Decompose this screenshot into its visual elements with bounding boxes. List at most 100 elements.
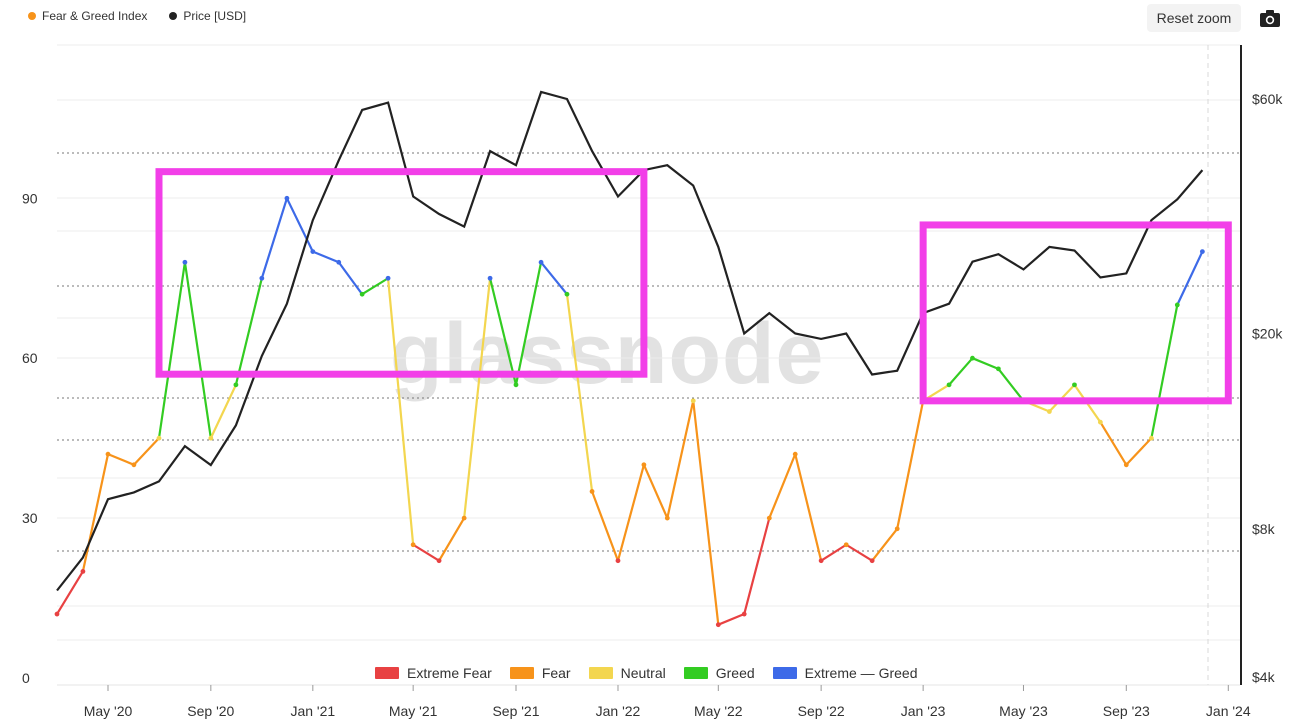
fear-greed-point — [766, 515, 772, 521]
fear-greed-point — [792, 451, 798, 457]
fear-greed-point — [664, 515, 670, 521]
right-tick-label: $60k — [1252, 91, 1283, 107]
right-tick-label: $8k — [1252, 521, 1276, 537]
fear-greed-point — [1199, 249, 1205, 255]
fear-greed-point — [1072, 382, 1077, 388]
band-legend-greed[interactable]: Greed — [683, 665, 755, 681]
fear-greed-segment — [565, 293, 594, 493]
fear-greed-point — [131, 462, 137, 468]
right-tick-label: $4k — [1252, 669, 1276, 685]
legend-item-fear-greed[interactable]: Fear & Greed Index — [28, 9, 147, 23]
x-tick-label: Jan '24 — [1206, 703, 1251, 719]
fear-greed-segment — [692, 399, 720, 626]
legend-dot-fear-greed — [28, 12, 36, 20]
fear-greed-point — [156, 435, 162, 441]
highlight-box — [155, 168, 648, 378]
fear-greed-segment — [260, 197, 289, 280]
reset-zoom-button[interactable]: Reset zoom — [1147, 4, 1241, 32]
fear-greed-segment — [1150, 303, 1179, 440]
fear-greed-point — [995, 366, 1001, 372]
fear-greed-segment — [590, 490, 620, 562]
highlight-annotations — [155, 168, 1232, 405]
fear-greed-segment — [488, 277, 518, 386]
fear-greed-segment — [743, 516, 771, 616]
fear-greed-segment — [997, 367, 1025, 402]
swatch-extreme-fear — [375, 667, 399, 679]
gridlines — [57, 44, 1240, 685]
fear-greed-segment — [642, 463, 669, 520]
swatch-fear — [509, 667, 534, 679]
fear-greed-segment — [81, 453, 110, 573]
fear-greed-segment — [285, 197, 314, 253]
fear-greed-point — [487, 275, 493, 281]
fear-greed-segment — [311, 250, 340, 264]
fear-greed-point — [1123, 462, 1129, 468]
x-tick-label: Sep '22 — [798, 703, 845, 719]
x-tick-label: Sep '23 — [1103, 703, 1150, 719]
fear-greed-point — [284, 195, 290, 201]
x-tick-label: May '22 — [694, 703, 743, 719]
price-series-line — [56, 90, 1204, 592]
x-tick-label: Jan '22 — [596, 703, 641, 719]
left-axis-ticks: 0 30 60 90 — [22, 190, 38, 686]
fear-greed-segment — [514, 261, 543, 386]
band-label-extreme-fear: Extreme Fear — [407, 665, 492, 681]
band-legend-extreme-greed[interactable]: Extreme — Greed — [772, 665, 918, 681]
fear-greed-point — [461, 515, 467, 521]
fear-greed-point — [818, 558, 824, 564]
fear-greed-segment — [183, 261, 212, 440]
fear-greed-point — [259, 275, 265, 281]
x-tick-label: May '20 — [84, 703, 133, 719]
fear-greed-point — [336, 259, 342, 265]
left-tick-label: 90 — [22, 190, 38, 206]
fear-greed-segment — [666, 399, 695, 520]
right-axis-ticks: $4k $8k $20k $60k — [1252, 91, 1283, 685]
fear-greed-point — [538, 259, 544, 265]
fear-greed-point — [233, 382, 239, 388]
right-tick-label: $20k — [1252, 325, 1283, 341]
fear-greed-point — [615, 558, 621, 564]
fear-greed-point — [513, 382, 519, 388]
fear-greed-point — [589, 489, 595, 494]
fear-greed-segment — [717, 612, 746, 626]
fear-greed-segment — [337, 261, 364, 296]
fear-greed-point — [80, 569, 86, 574]
fear-greed-point — [1174, 302, 1180, 308]
fear-greed-segment — [971, 357, 1000, 370]
band-label-extreme-greed: Extreme — Greed — [804, 665, 918, 681]
band-legend-extreme-fear[interactable]: Extreme Fear — [375, 665, 492, 681]
band-label-fear: Fear — [541, 665, 571, 681]
fear-greed-segment — [1176, 250, 1204, 306]
legend-item-price[interactable]: Price [USD] — [169, 9, 246, 23]
fear-greed-segment — [412, 543, 441, 562]
fear-greed-point — [1148, 435, 1154, 441]
fear-greed-segment — [209, 383, 238, 440]
fear-greed-series — [54, 195, 1205, 628]
fear-greed-segment — [386, 277, 415, 546]
fear-greed-point — [54, 611, 60, 617]
x-tick-label: May '21 — [389, 703, 438, 719]
fear-greed-segment — [437, 516, 466, 562]
fear-greed-point — [359, 291, 365, 297]
fear-greed-segment — [55, 570, 85, 616]
x-tick-label: Sep '21 — [492, 703, 539, 719]
legend-label-price: Price [USD] — [183, 9, 247, 23]
camera-icon[interactable] — [1259, 8, 1281, 28]
fear-greed-segment — [234, 277, 263, 386]
left-tick-label: 30 — [22, 510, 38, 526]
fear-greed-point — [894, 526, 900, 532]
swatch-extreme-greed — [772, 667, 797, 679]
fear-greed-segment — [820, 543, 848, 562]
fear-greed-point — [310, 249, 316, 255]
band-legend-fear[interactable]: Fear — [509, 665, 571, 681]
fear-greed-point — [970, 355, 975, 361]
fear-greed-point — [105, 451, 111, 457]
left-tick-label: 0 — [22, 670, 30, 686]
fear-greed-point — [410, 542, 416, 548]
fear-greed-point — [564, 291, 570, 297]
band-label-neutral: Neutral — [620, 665, 666, 681]
fear-greed-segment — [157, 261, 187, 440]
fear-greed-segment — [845, 543, 874, 562]
band-legend-neutral[interactable]: Neutral — [588, 665, 666, 681]
